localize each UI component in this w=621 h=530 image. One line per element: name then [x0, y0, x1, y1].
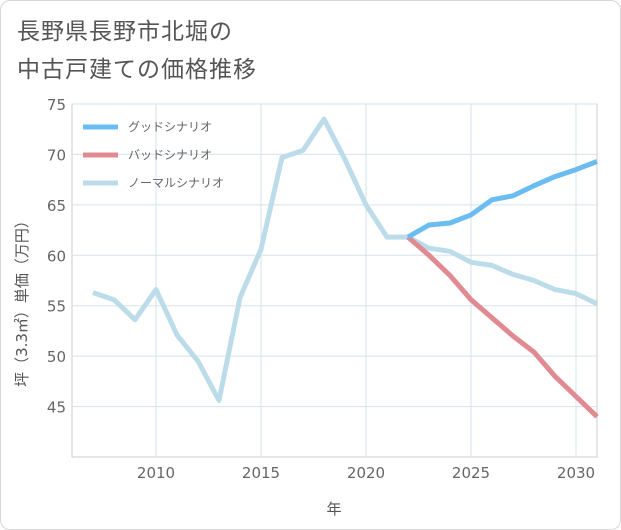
series-line-2: [92, 116, 599, 403]
y-tick-label: 75: [47, 96, 66, 114]
x-tick-labels: 2010 2015 2020 2025 2030: [137, 464, 595, 482]
y-tick-label: 70: [47, 146, 66, 164]
legend-label-2: ノーマルシナリオ: [128, 176, 224, 190]
plot-area: [71, 103, 598, 458]
y-tick-label: 45: [47, 399, 66, 417]
x-axis-title: 年: [326, 500, 341, 518]
x-tick-label: 2030: [557, 464, 595, 482]
y-axis-title: 坪（3.3㎡）単価（万円）: [13, 213, 31, 387]
series-line-0: [406, 159, 598, 240]
y-tick-label: 50: [47, 348, 66, 366]
chart-title-line-2: 中古戸建ての価格推移: [17, 57, 257, 83]
series-lines: [92, 116, 599, 419]
y-tick-labels: 45 50 55 60 65 70 75: [47, 96, 66, 417]
series-line-1: [406, 235, 599, 419]
chart-title: 長野県長野市北堀の 中古戸建ての価格推移: [17, 13, 257, 89]
y-tick-label: 55: [47, 298, 66, 316]
x-tick-label: 2025: [452, 464, 490, 482]
legend-label-1: バッドシナリオ: [128, 148, 212, 162]
legend-label-0: グッドシナリオ: [128, 120, 212, 134]
y-tick-label: 60: [47, 247, 66, 265]
x-tick-label: 2020: [347, 464, 385, 482]
chart-title-line-1: 長野県長野市北堀の: [17, 19, 233, 45]
y-tick-label: 65: [47, 197, 66, 215]
grid-lines: [72, 103, 597, 457]
x-tick-label: 2015: [242, 464, 280, 482]
x-tick-label: 2010: [137, 464, 175, 482]
